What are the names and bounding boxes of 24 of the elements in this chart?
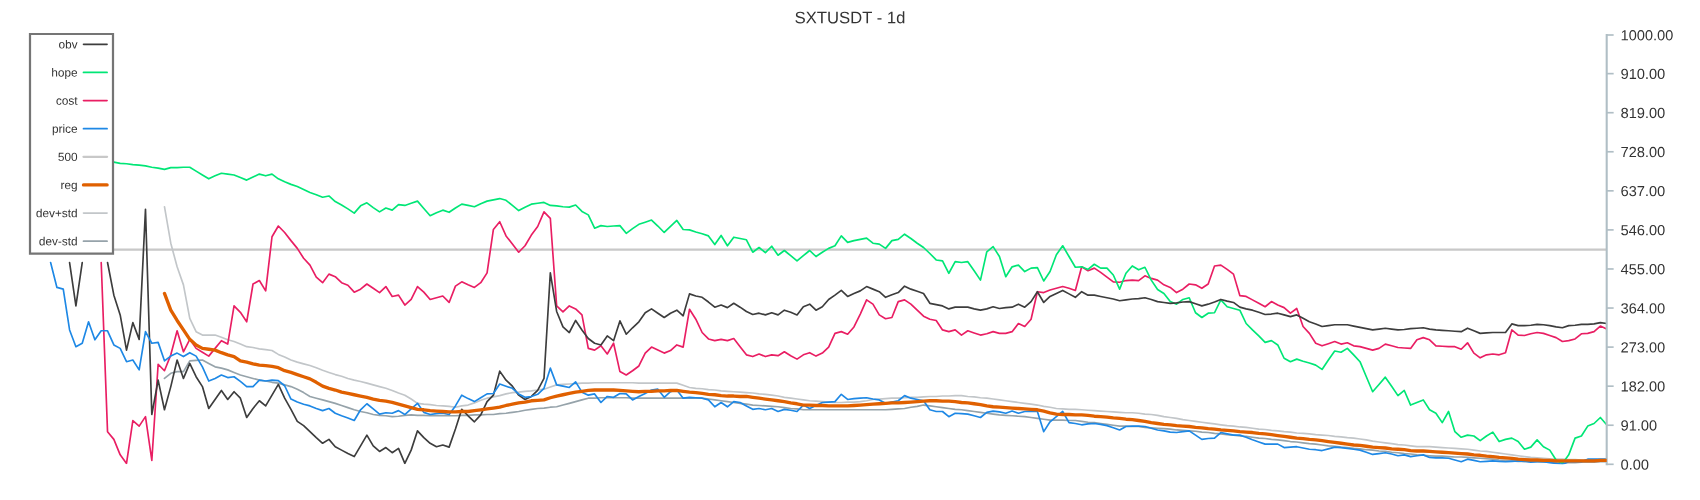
y-tick-label: 364.00 [1621, 303, 1665, 314]
y-tick-label: 910.00 [1621, 68, 1665, 80]
y-tick-label: 182.00 [1621, 381, 1665, 392]
legend-label: reg [61, 182, 77, 192]
y-tick-label: 728.00 [1621, 146, 1665, 158]
y-tick-label: 273.00 [1621, 342, 1665, 353]
legend-label: dev+std [36, 208, 77, 218]
legend-label: cost [56, 97, 78, 105]
y-tick-label: 819.00 [1621, 107, 1665, 119]
chart-title: SXTUSDT - 1d [795, 11, 905, 24]
y-tick-label: 637.00 [1621, 185, 1665, 197]
legend-label: dev-std [39, 236, 77, 246]
y-tick-label: 546.00 [1621, 225, 1665, 236]
legend-label: 500 [58, 152, 78, 162]
legend-label: obv [59, 39, 78, 49]
y-tick-label: 91.00 [1621, 420, 1657, 431]
line-series [163, 359, 1607, 464]
line-series [49, 261, 1607, 465]
legend-label: price [52, 124, 78, 136]
line-series [162, 291, 1607, 463]
y-tick-label: 1000.00 [1621, 30, 1673, 41]
legend-label: hope [52, 68, 78, 80]
y-tick-label: 0.00 [1621, 459, 1649, 470]
y-tick-label: 455.00 [1620, 264, 1665, 275]
